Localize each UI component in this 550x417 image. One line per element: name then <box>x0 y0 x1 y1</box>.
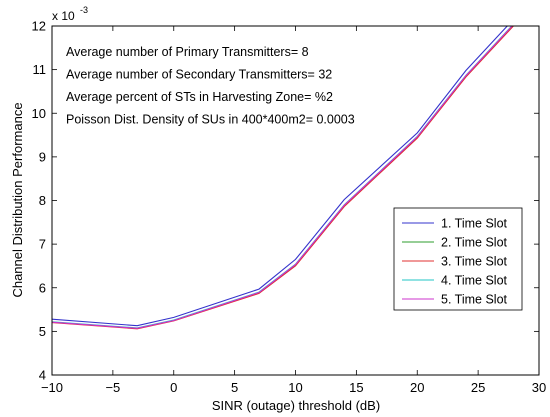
x-tick-label: 20 <box>410 380 424 395</box>
ticks-layer: −10 −5 0 5 10 15 20 25 30 4 5 6 7 8 9 10 11 12 <box>32 19 547 396</box>
y-tick-label: 12 <box>32 19 46 34</box>
legend-label-1: 1. Time Slot <box>441 217 508 231</box>
x-tick-label: 25 <box>471 380 485 395</box>
annotation-layer: Average number of Primary Transmitters= … <box>66 45 355 127</box>
y-tick-label: 9 <box>39 149 46 164</box>
y-tick-label: 8 <box>39 193 46 208</box>
y-tick-label: 10 <box>32 106 46 121</box>
x-tick-label: 0 <box>170 380 177 395</box>
x-axis-label: SINR (outage) threshold (dB) <box>212 398 380 413</box>
annotation-4: Poisson Dist. Density of SUs in 400*400m… <box>66 113 355 127</box>
y-tick-label: 5 <box>39 324 46 339</box>
y-tick-label: 4 <box>39 368 46 383</box>
legend-box <box>393 207 523 311</box>
annotation-1: Average number of Primary Transmitters= … <box>66 45 309 59</box>
y-tick-label: 11 <box>33 62 47 77</box>
y-exponent-power: -3 <box>80 5 88 15</box>
x-tick-label: 30 <box>532 380 546 395</box>
legend-label-3: 3. Time Slot <box>441 255 508 269</box>
x-tick-label: −10 <box>41 380 63 395</box>
legend-label-2: 2. Time Slot <box>441 236 508 250</box>
legend-label-5: 5. Time Slot <box>441 293 508 307</box>
x-tick-label: 5 <box>231 380 238 395</box>
y-exponent-base: x 10 <box>52 9 75 23</box>
series-line-5 <box>52 26 513 329</box>
x-tick-label: 10 <box>288 380 302 395</box>
series-layer <box>52 26 515 330</box>
series-line-1 <box>52 26 509 327</box>
annotation-2: Average number of Secondary Transmitters… <box>66 68 332 82</box>
y-axis-label: Channel Distribution Performance <box>10 102 25 297</box>
legend-entries: 1. Time Slot 2. Time Slot 3. Time Slot 4. T… <box>402 217 508 307</box>
y-tick-label: 6 <box>39 280 46 295</box>
legend: 1. Time Slot 2. Time Slot 3. Time Slot 4. T… <box>393 207 523 311</box>
legend-label-4: 4. Time Slot <box>441 274 508 288</box>
annotation-3: Average percent of STs in Harvesting Zon… <box>66 90 333 104</box>
x-tick-label: −5 <box>105 380 120 395</box>
plot-background <box>52 26 539 375</box>
y-tick-label: 7 <box>39 237 46 252</box>
x-tick-label: 15 <box>349 380 363 395</box>
